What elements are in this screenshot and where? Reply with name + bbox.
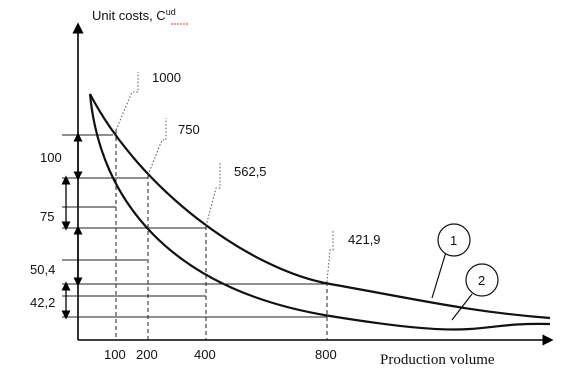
series-label-2: 2: [478, 273, 485, 288]
series-label-1: 1: [450, 233, 457, 248]
callout-line-1: [431, 251, 447, 299]
y-axis-label-sup: ud: [166, 7, 176, 17]
diff-label-100: 100: [40, 150, 62, 165]
point-label-562: 562,5: [234, 164, 267, 179]
curve-2: [88, 93, 551, 331]
leader-562: [205, 162, 221, 227]
diff-label-50: 50,4: [30, 262, 55, 277]
y-axis-label: Unit costs, Cud: [92, 7, 176, 23]
x-tick-100: 100: [104, 347, 126, 362]
point-label-1000: 1000: [152, 70, 181, 85]
leader-421: [326, 230, 334, 283]
x-axis-label: Production volume: [380, 352, 495, 368]
point-label-750: 750: [178, 122, 200, 137]
leader-750: [147, 118, 167, 176]
x-tick-800: 800: [315, 347, 337, 362]
diff-label-75: 75: [40, 209, 54, 224]
callout-circle-2: [465, 263, 499, 297]
leader-1000: [115, 72, 139, 131]
y-axis-label-text: Unit costs, C: [92, 8, 166, 23]
callout-circle-1: [437, 223, 471, 257]
x-tick-400: 400: [194, 347, 216, 362]
x-tick-200: 200: [136, 347, 158, 362]
callout-line-2: [451, 293, 473, 321]
point-label-421: 421,9: [348, 232, 381, 247]
diff-label-42: 42,2: [30, 295, 55, 310]
curve-1: [89, 93, 551, 320]
